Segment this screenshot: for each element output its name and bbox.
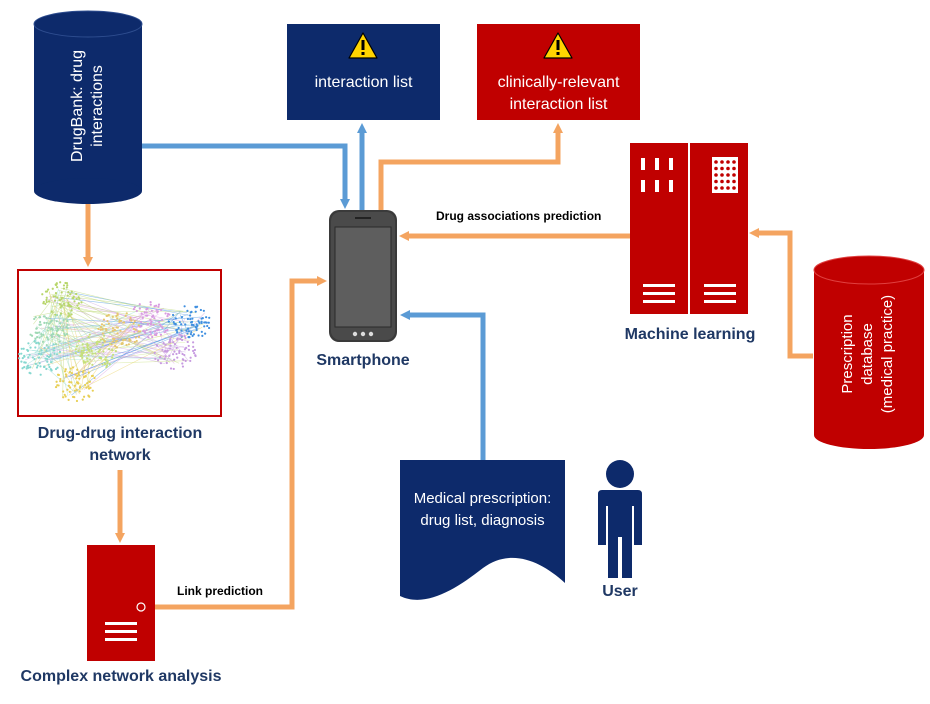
arrow-db-to-ml <box>749 228 813 359</box>
drugbank-line1: DrugBank: drug <box>69 49 86 163</box>
complex-network-label: Complex network analysis <box>20 668 222 685</box>
smartphone-icon <box>329 210 397 342</box>
clinical-list-line1: clinically-relevant <box>497 74 620 91</box>
clinical-list-line2: interaction list <box>509 96 608 113</box>
drugbank-line2: interactions <box>89 65 106 147</box>
server-icon <box>87 545 155 661</box>
prescription-db-cylinder <box>813 255 925 449</box>
smartphone-label: Smartphone <box>316 352 410 369</box>
arrow-analysis-to-smartphone <box>155 276 327 610</box>
arrow-drugbank-to-smartphone <box>140 143 350 209</box>
prescription-db-line3: (medical practice) <box>879 294 896 414</box>
prescription-db-line1: Prescription <box>839 314 856 394</box>
prescription-db-line2: database <box>859 323 876 385</box>
arrow-prescription-to-smartphone <box>400 310 486 460</box>
warning-icon <box>543 32 573 59</box>
clinical-list-label: clinically-relevant interaction list <box>477 72 640 116</box>
ddi-network-label: Drug-drug interaction network <box>10 423 230 467</box>
network-graph <box>18 281 211 403</box>
medical-prescription-line2: drug list, diagnosis <box>420 512 545 529</box>
server-grid <box>714 160 736 190</box>
user-label: User <box>602 583 638 600</box>
server-icon <box>630 143 748 314</box>
warning-icon <box>348 32 378 59</box>
drugbank-label: DrugBank: drug interactions <box>68 36 108 176</box>
interaction-list-label: interaction list <box>314 74 413 91</box>
ddi-network-line2: network <box>89 447 151 464</box>
drug-associations-label: Drug associations prediction <box>436 209 602 223</box>
prescription-document <box>400 460 565 600</box>
drugbank-cylinder <box>33 10 143 204</box>
arrow-smartphone-to-clinical-list <box>378 123 563 210</box>
person-icon <box>598 460 642 578</box>
medical-prescription-line1: Medical prescription: <box>413 490 552 507</box>
medical-prescription-label: Medical prescription: drug list, diagnos… <box>400 488 565 532</box>
ddi-network-line1: Drug-drug interaction <box>37 425 203 442</box>
machine-learning-label: Machine learning <box>624 326 756 343</box>
prescription-db-label: Prescription database (medical practice) <box>838 289 900 419</box>
link-prediction-label: Link prediction <box>177 584 264 598</box>
